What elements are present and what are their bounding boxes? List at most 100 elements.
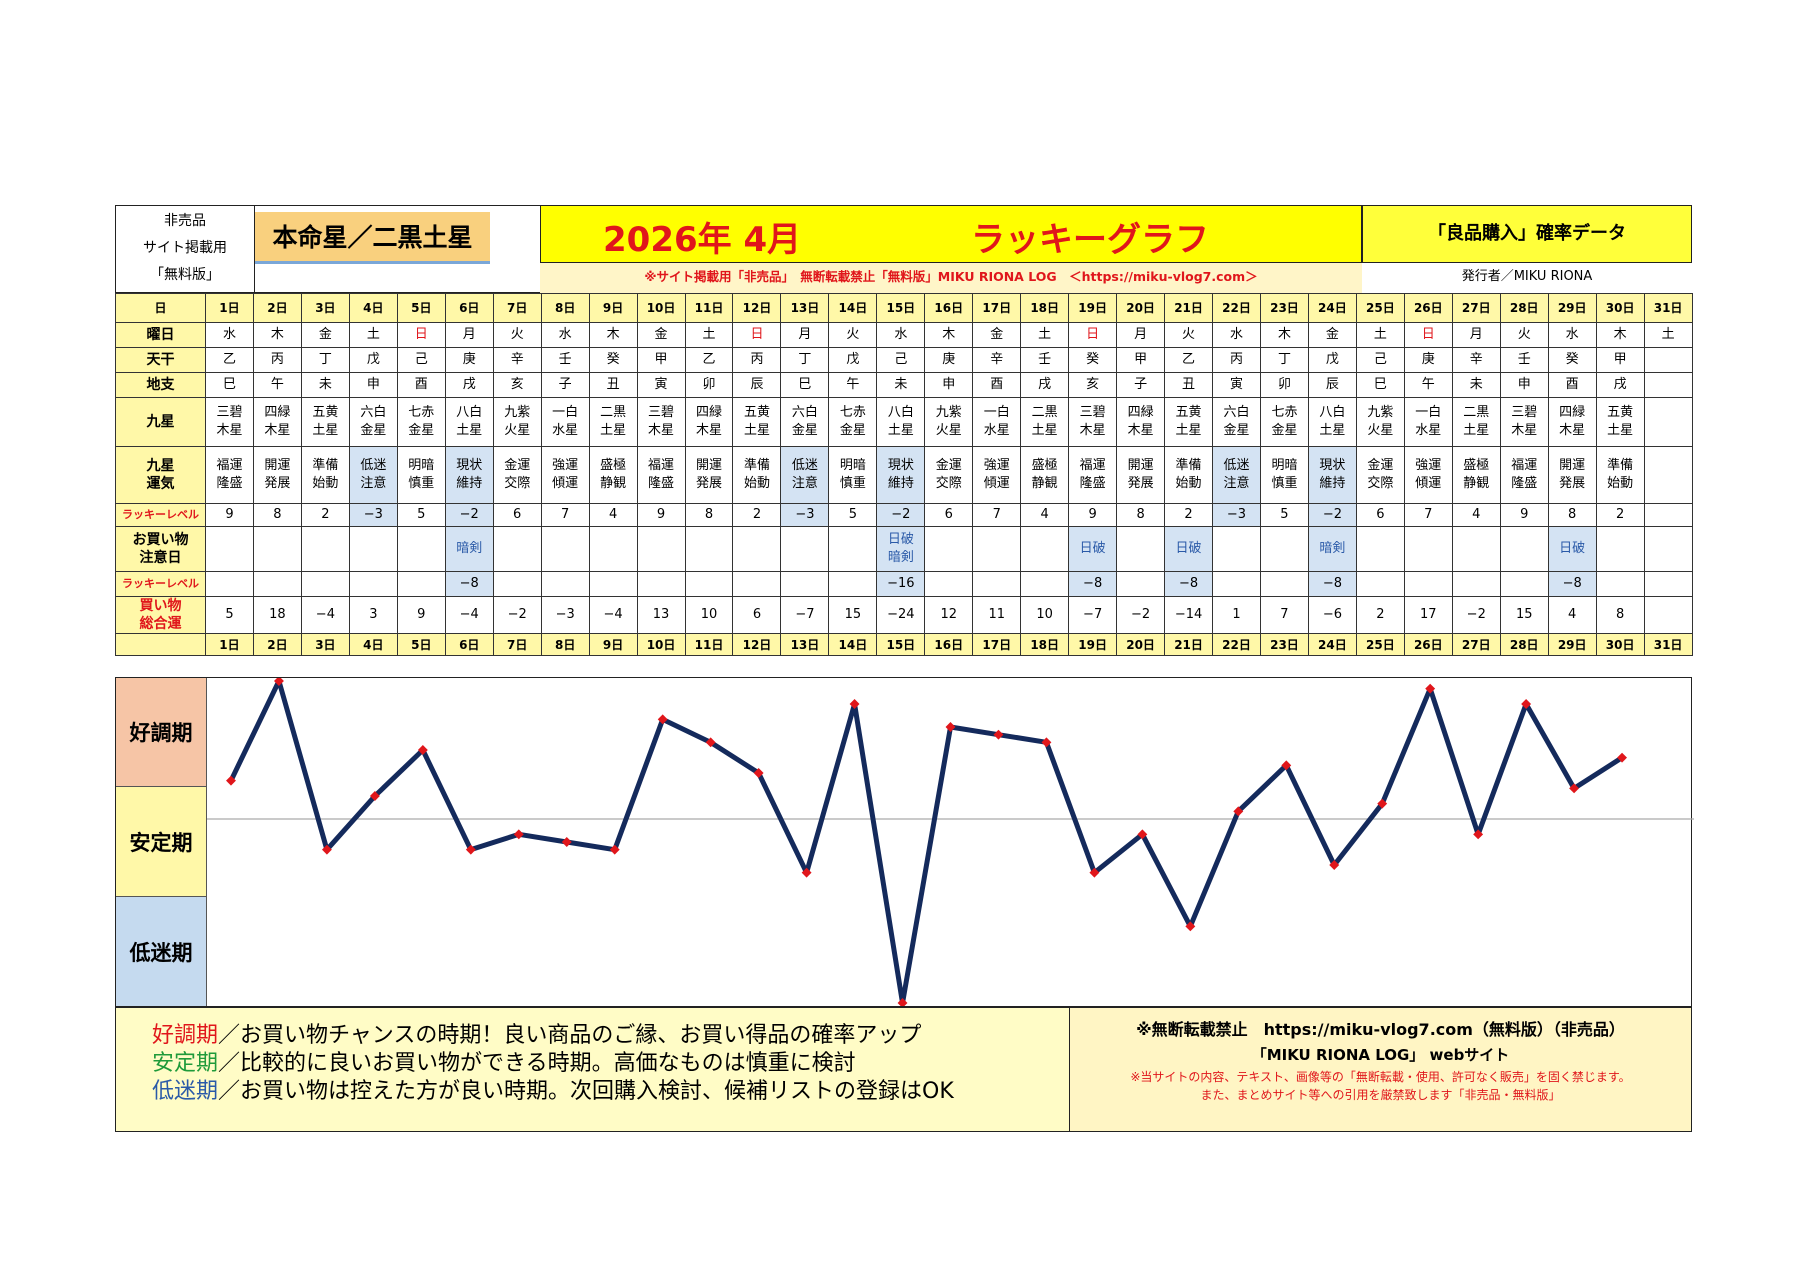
lucky-level2-cell: −8: [1068, 571, 1118, 597]
kyusei-cell-top: 三碧: [216, 405, 243, 420]
kyusei-cell-top: 二黒: [1463, 405, 1490, 420]
graph-title: ラッキーグラフ: [971, 220, 1209, 260]
lucky-level2-cell: [684, 571, 734, 597]
caution-cell: [780, 526, 830, 572]
day-cell: 27日: [1451, 293, 1501, 323]
label-lucky-level: ラッキーレベル: [115, 503, 206, 527]
lucky-level-cell: 4: [588, 503, 638, 527]
chishi-cell: [1643, 372, 1693, 398]
caution-cell: 暗剣: [444, 526, 494, 572]
total-cell: −4: [300, 596, 350, 634]
label-tenkan: 天干: [115, 347, 206, 373]
lucky-level-cell: [1643, 503, 1693, 527]
kyusei-cell-bottom: 木星: [1511, 423, 1538, 438]
chishi-cell: 巳: [780, 372, 830, 398]
caution-row: お買い物 注意日 暗剣 日破 暗剣 日破 日破 暗剣 日破: [115, 526, 1693, 572]
unki-cell-top: 福運: [648, 458, 675, 473]
kyusei-cell-top: 二黒: [600, 405, 627, 420]
unki-cell-top: 準備: [312, 458, 339, 473]
total-cell: −3: [540, 596, 590, 634]
unki-cell: 開運 発展: [1547, 446, 1597, 504]
chishi-cell: 子: [540, 372, 590, 398]
lucky-level2-cell: [924, 571, 974, 597]
caution-cell: [588, 526, 638, 572]
caution-cell: [492, 526, 542, 572]
data-point: [753, 768, 764, 778]
kyusei-cell: 三碧 木星: [636, 397, 686, 447]
kyusei-cell-bottom: 火星: [1367, 423, 1394, 438]
day-cell: 23日: [1259, 293, 1309, 323]
lucky-level2-cell: [205, 571, 254, 597]
total-cell: 15: [828, 596, 878, 634]
chishi-cell: 午: [1403, 372, 1453, 398]
day-row-bottom: 1日 2日 3日 4日 5日 6日 7日 8日 9日 10日 11日 12日 13日 14日 15日 16日 1…: [115, 633, 1693, 656]
kyusei-cell: 九紫 火星: [924, 397, 974, 447]
chishi-cell: 辰: [1307, 372, 1357, 398]
day-cell: 9日: [588, 633, 638, 656]
tenkan-cell: 癸: [1547, 347, 1597, 373]
caution-cell: [1403, 526, 1453, 572]
unki-cell-bottom: 発展: [1127, 476, 1154, 491]
day-cell: 24日: [1307, 633, 1357, 656]
kyusei-cell-bottom: 金星: [408, 423, 435, 438]
total-cell: −4: [588, 596, 638, 634]
label-kyusei-text2: 星: [160, 414, 175, 430]
lucky-level-cell: 2: [1164, 503, 1214, 527]
kyusei-cell-top: 四緑: [1127, 405, 1154, 420]
kyusei-cell: 四緑 木星: [1116, 397, 1166, 447]
lucky-level2-cell: [1212, 571, 1261, 597]
label-unki-line2: 運気: [146, 476, 175, 492]
tenkan-cell: 己: [1355, 347, 1405, 373]
label-caution-line2: 注意日: [139, 550, 182, 566]
kyusei-cell-top: 六白: [360, 405, 387, 420]
lucky-level-cell: 7: [540, 503, 590, 527]
day-cell: 25日: [1355, 633, 1405, 656]
weekday-cell: 水: [205, 322, 254, 348]
caution-cell: [205, 526, 254, 572]
day-cell: 13日: [780, 633, 830, 656]
lucky-level2-cell: [1451, 571, 1501, 597]
kyusei-cell-bottom: 木星: [1559, 423, 1586, 438]
unki-cell: 強運 傾運: [972, 446, 1022, 504]
publisher: 発行者／MIKU RIONA: [1461, 269, 1593, 284]
legend-text-stable: ／比較的に良いお買い物ができる時期。高価なものは慎重に検討: [218, 1051, 856, 1076]
unki-cell-bottom: 慎重: [839, 476, 866, 491]
kyusei-cell-top: 八白: [887, 405, 914, 420]
day-cell: 7日: [492, 293, 542, 323]
kyusei-cell-top: 一白: [1415, 405, 1442, 420]
unki-cell: 福運 隆盛: [205, 446, 254, 504]
label-empty: [115, 633, 206, 656]
day-cell: 29日: [1547, 633, 1597, 656]
unki-cell: 明暗 慎重: [1259, 446, 1309, 504]
lucky-level-cell: 6: [1355, 503, 1405, 527]
lucky-level-cell: 8: [1547, 503, 1597, 527]
kyusei-cell: 四緑 木星: [252, 397, 302, 447]
day-cell: 21日: [1164, 633, 1214, 656]
kyusei-cell-bottom: 水星: [983, 423, 1010, 438]
day-cell: 13日: [780, 293, 830, 323]
day-cell: 6日: [444, 633, 494, 656]
lucky-level-cell: 9: [1068, 503, 1118, 527]
kyusei-cell-top: 四緑: [1559, 405, 1586, 420]
kyusei-cell: 一白 水星: [972, 397, 1022, 447]
unki-cell: 低迷 注意: [348, 446, 398, 504]
tenkan-cell: 甲: [1116, 347, 1166, 373]
unki-cell: 準備 始動: [300, 446, 350, 504]
header-left-box: 非売品 サイト掲載用 「無料版」: [115, 205, 255, 293]
day-cell: 31日: [1643, 633, 1693, 656]
day-row: 日 1日 2日 3日 4日 5日 6日 7日 8日 9日 10日 11日 12日 13日 14日 15日 16日…: [115, 293, 1693, 323]
unki-cell-top: 強運: [983, 458, 1010, 473]
chishi-cell: 寅: [1212, 372, 1261, 398]
honmei-box: 本命星／二黒土星: [255, 205, 655, 293]
kyusei-cell: 三碧 木星: [1068, 397, 1118, 447]
caution-cell: 日破: [1068, 526, 1118, 572]
unki-cell-top: 低迷: [360, 458, 387, 473]
lucky-level2-cell: [540, 571, 590, 597]
lucky-level2-cell: [732, 571, 782, 597]
total-cell: 6: [732, 596, 782, 634]
caution-cell: [972, 526, 1022, 572]
chishi-cell: 亥: [1068, 372, 1118, 398]
caution-text: 日破: [1079, 541, 1106, 556]
day-cell: 28日: [1499, 633, 1549, 656]
day-cell: 6日: [444, 293, 494, 323]
